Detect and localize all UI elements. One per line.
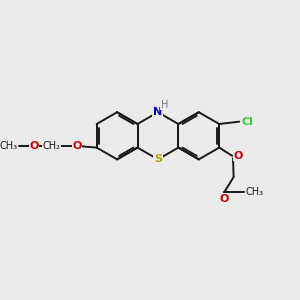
Text: H: H (160, 100, 168, 110)
Text: CH₂: CH₂ (43, 141, 61, 152)
Text: O: O (233, 151, 243, 161)
Text: O: O (30, 141, 39, 152)
Text: Cl: Cl (242, 117, 254, 127)
Text: O: O (72, 141, 81, 152)
Text: S: S (154, 154, 162, 164)
Text: O: O (220, 194, 229, 203)
Text: CH₃: CH₃ (0, 141, 18, 152)
Text: N: N (153, 107, 163, 117)
Text: CH₃: CH₃ (245, 188, 263, 197)
